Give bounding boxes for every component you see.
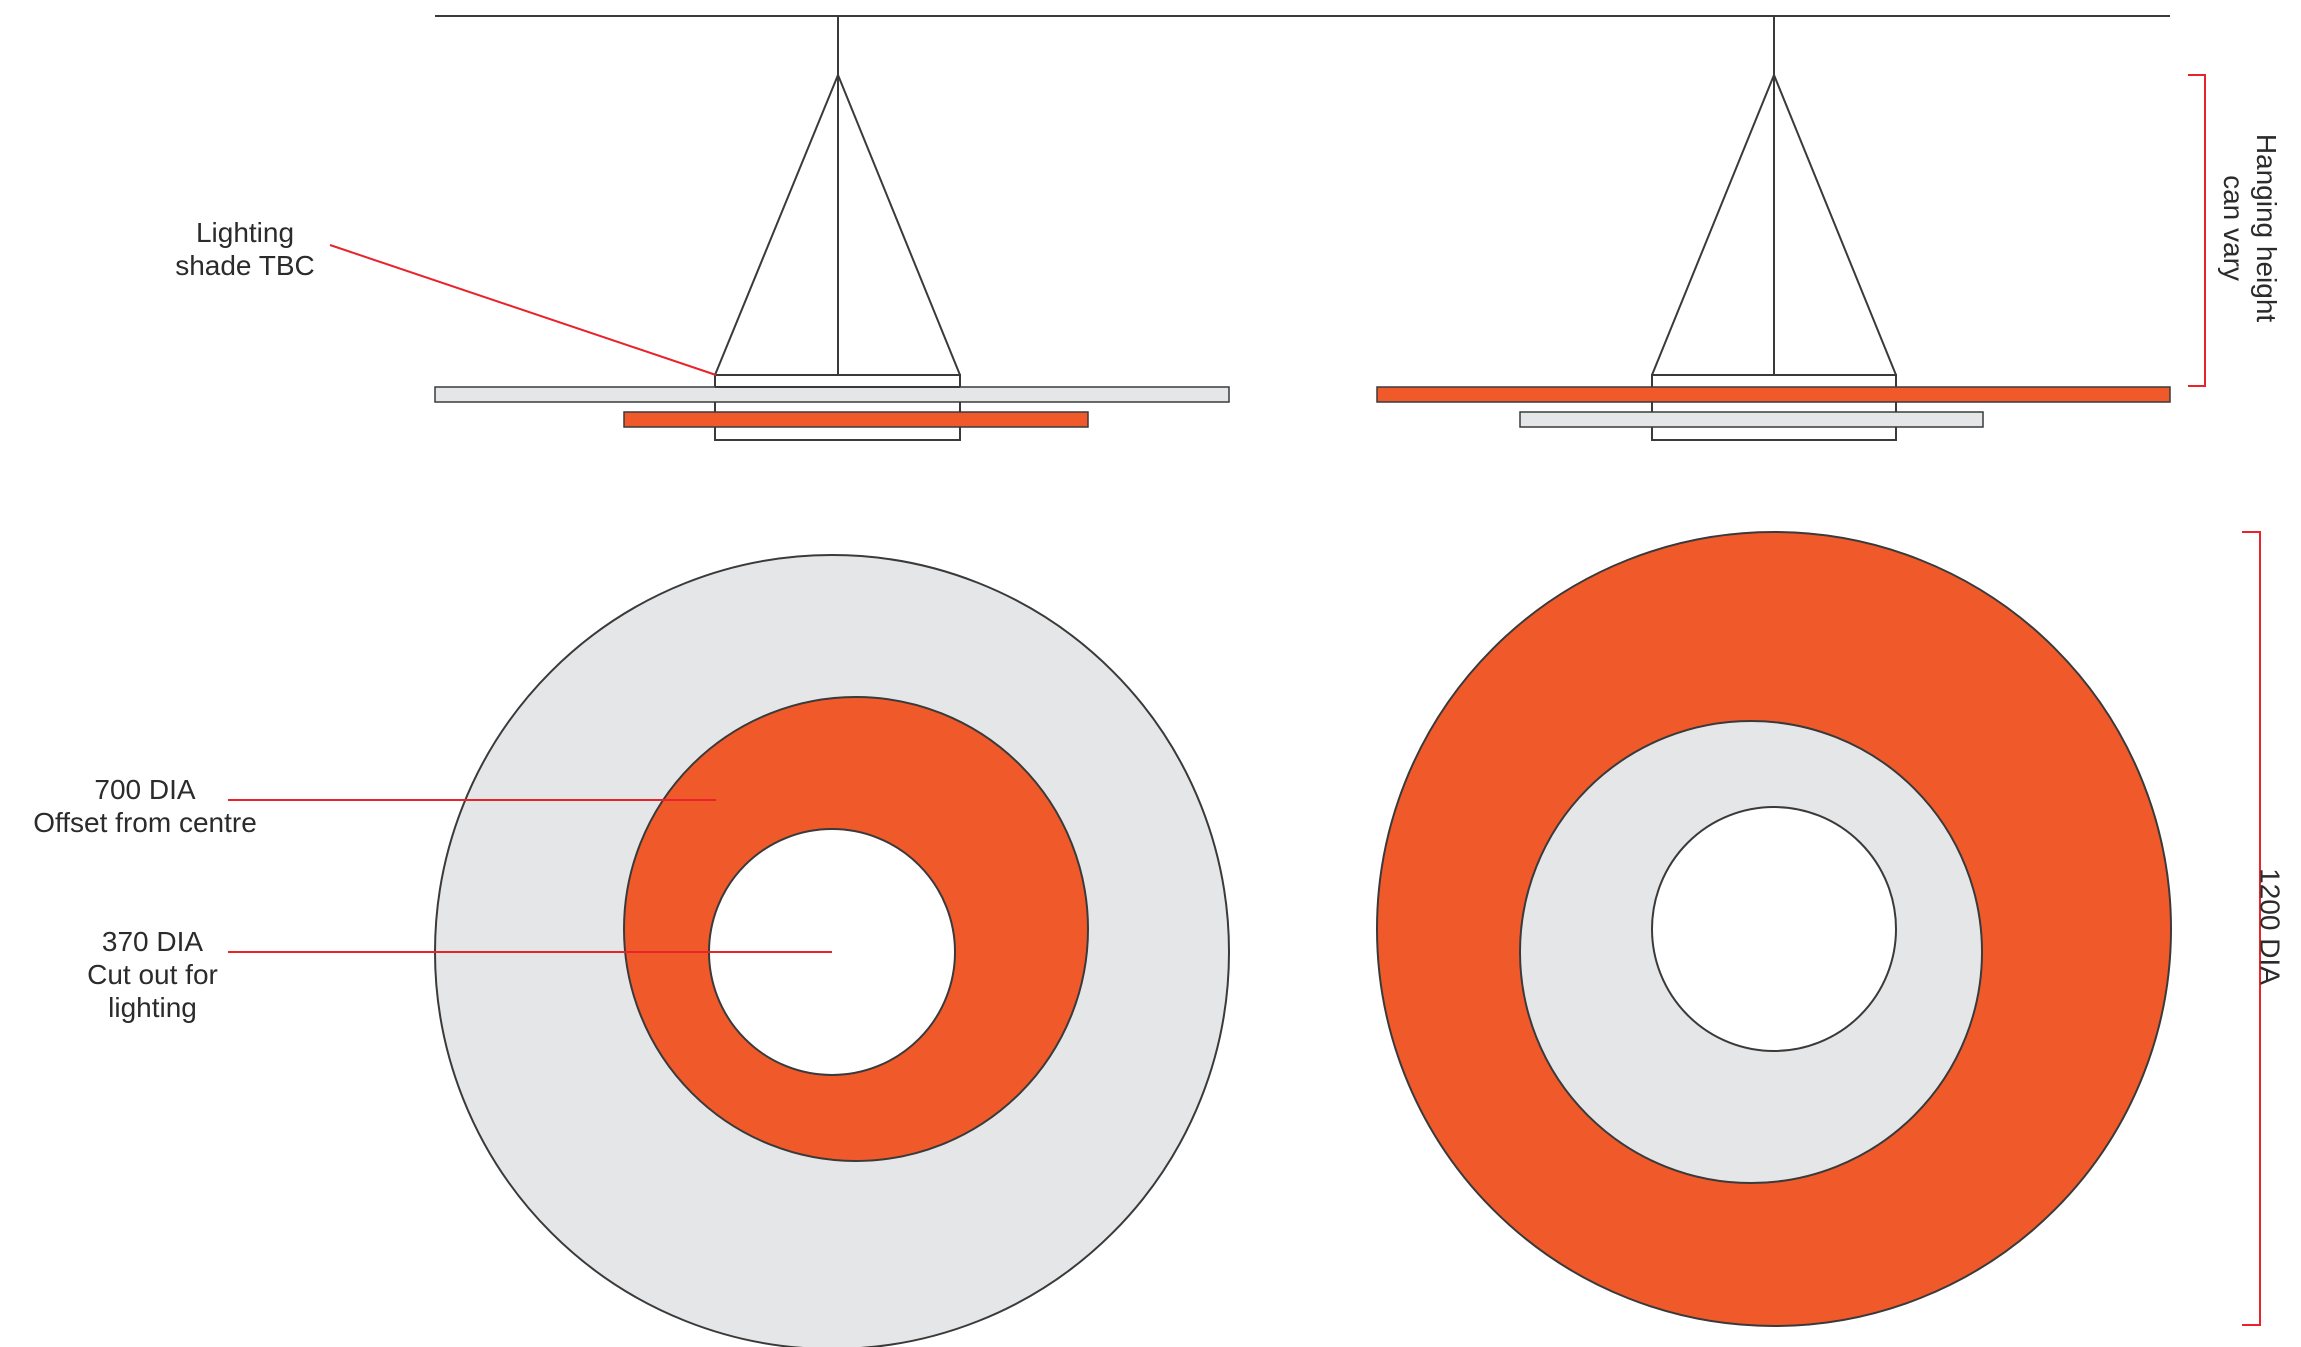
leader-lighting-shade xyxy=(329,244,717,376)
right-suspension-cables xyxy=(1651,72,1897,376)
label-cutout-line2: Cut out for xyxy=(87,959,218,990)
label-lighting-shade: Lighting shade TBC xyxy=(150,216,340,282)
left-suspension-cables xyxy=(714,72,961,376)
label-cutout-line1: 370 DIA xyxy=(101,926,204,957)
right-elevation xyxy=(1376,16,2171,441)
right-plan xyxy=(1376,531,2172,1327)
label-hanging-height-line1: Hanging height xyxy=(2251,133,2282,323)
label-lighting-shade-line1: Lighting xyxy=(195,217,295,248)
label-hanging-height: Hanging height can vary xyxy=(2217,118,2283,338)
right-grey-disc-elevation xyxy=(1519,411,1984,428)
hanging-height-bracket xyxy=(2188,74,2206,387)
label-cutout: 370 DIA Cut out for lighting xyxy=(60,925,245,1024)
label-offset: 700 DIA Offset from centre xyxy=(10,773,280,839)
left-grey-disc-elevation xyxy=(434,386,1230,403)
left-light-shade xyxy=(714,374,961,441)
label-diameter-text: 1200 DIA xyxy=(2254,868,2286,985)
label-cutout-line3: lighting xyxy=(108,992,197,1023)
right-orange-disc-elevation xyxy=(1376,386,2171,403)
label-offset-line2: Offset from centre xyxy=(33,807,257,838)
label-offset-line1: 700 DIA xyxy=(94,774,196,805)
right-cutout-circle xyxy=(1651,806,1897,1052)
label-hanging-height-line2: can vary xyxy=(2218,175,2249,281)
right-light-shade xyxy=(1651,374,1897,441)
label-diameter: 1200 DIA xyxy=(2254,847,2287,1007)
label-lighting-shade-line2: shade TBC xyxy=(175,250,315,281)
left-elevation xyxy=(434,16,1230,441)
left-orange-disc-elevation xyxy=(623,411,1089,428)
diameter-bracket xyxy=(2242,531,2261,1326)
